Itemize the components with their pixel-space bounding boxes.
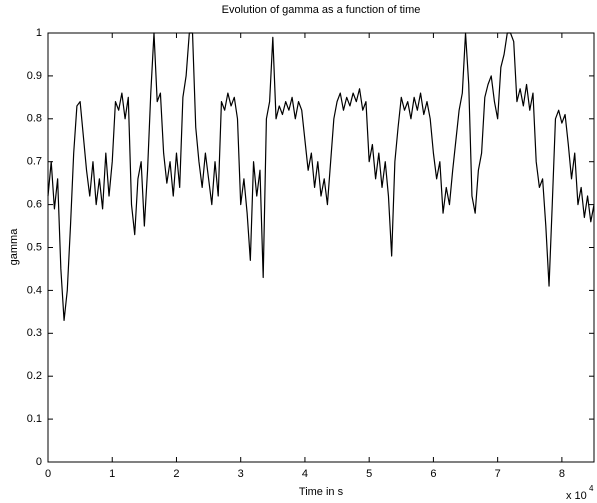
x-axis-label: Time in s (299, 486, 344, 498)
y-tick-label: 1 (36, 27, 42, 39)
x-tick-label: 6 (430, 468, 436, 480)
y-axis-label: gamma (8, 228, 20, 266)
y-tick-label: 0.5 (27, 241, 42, 253)
y-tick-label: 0.6 (27, 199, 42, 211)
y-tick-label: 0.8 (27, 113, 42, 125)
x-tick-label: 5 (366, 468, 372, 480)
y-tick-label: 0.4 (27, 284, 42, 296)
data-line (47, 32, 595, 322)
x-tick-label: 4 (302, 468, 308, 480)
x-tick-label: 2 (173, 468, 179, 480)
y-tick-label: 0.9 (27, 70, 42, 82)
y-tick-label: 0.3 (27, 327, 42, 339)
x-tick-label: 3 (238, 468, 244, 480)
y-tick-label: 0.1 (27, 413, 42, 425)
chart-title: Evolution of gamma as a function of time (222, 4, 421, 16)
x-tick-label: 7 (495, 468, 501, 480)
x-tick-label: 8 (559, 468, 565, 480)
y-tick-label: 0.2 (27, 370, 42, 382)
y-tick-label: 0 (36, 456, 42, 468)
y-tick-label: 0.7 (27, 156, 42, 168)
x-tick-label: 1 (109, 468, 115, 480)
x-multiplier-exponent: 4 (589, 484, 594, 493)
x-multiplier: x 10 (566, 490, 587, 502)
x-tick-label: 0 (45, 468, 51, 480)
